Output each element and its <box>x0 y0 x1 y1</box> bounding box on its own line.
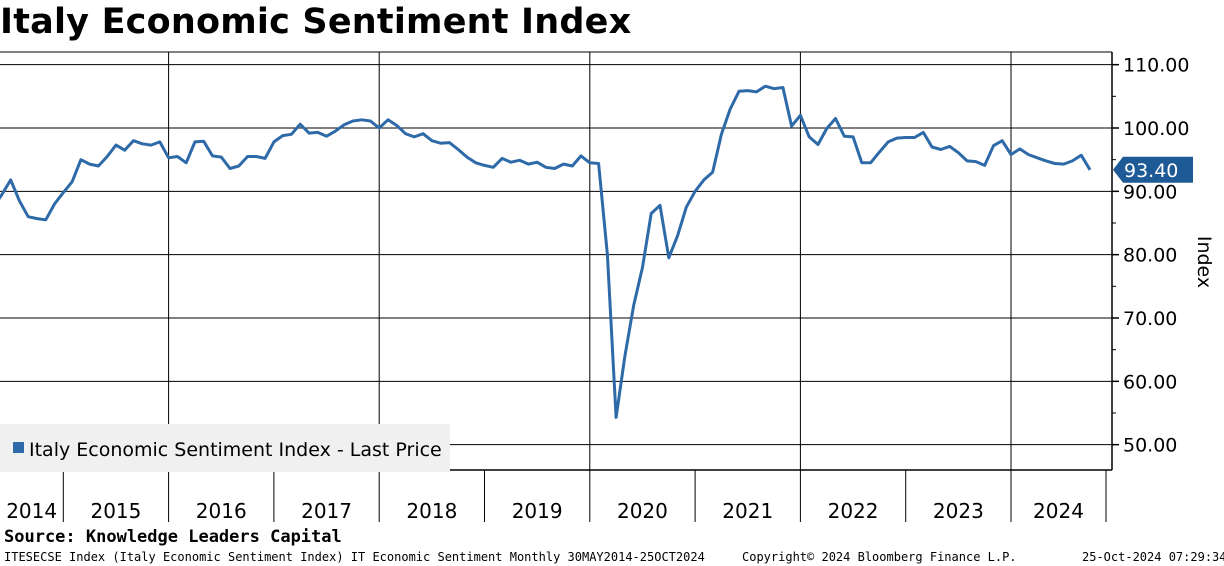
legend: Italy Economic Sentiment Index - Last Pr… <box>0 424 450 472</box>
x-tick-label: 2016 <box>196 499 247 523</box>
series-line <box>0 84 1092 419</box>
legend-label: Italy Economic Sentiment Index - Last Pr… <box>29 439 442 461</box>
x-tick-label: 2023 <box>933 499 984 523</box>
footer-description: ITESECSE Index (Italy Economic Sentiment… <box>4 550 705 564</box>
chart-title: Italy Economic Sentiment Index <box>0 2 632 42</box>
x-tick-label: 2024 <box>1033 499 1084 523</box>
y-tick-label: 100.00 <box>1123 118 1189 140</box>
y-tick-label: 70.00 <box>1123 308 1177 330</box>
legend-swatch <box>13 442 24 453</box>
last-price-label: 93.40 <box>1124 160 1178 182</box>
x-tick-label: 2015 <box>90 499 141 523</box>
x-tick-label: 2022 <box>828 499 879 523</box>
x-axis: 2014 2015 2016 2017 2018 2019 2020 2021 2022 2023… <box>6 470 1107 523</box>
y-tick-label: 50.00 <box>1123 435 1177 457</box>
y-tick-label: 90.00 <box>1123 181 1177 203</box>
x-tick-label: 2019 <box>512 499 563 523</box>
x-tick-label: 2021 <box>722 499 773 523</box>
y-axis-label: Index <box>1193 236 1215 288</box>
x-tick-label: 2018 <box>406 499 457 523</box>
y-tick-label: 110.00 <box>1123 55 1189 77</box>
x-tick-label: 2014 <box>6 499 57 523</box>
y-tick-label: 80.00 <box>1123 245 1177 267</box>
footer-copyright: Copyright© 2024 Bloomberg Finance L.P. <box>742 550 1017 564</box>
footer-timestamp: 25-Oct-2024 07:29:34 <box>1082 550 1224 564</box>
x-tick-label: 2017 <box>301 499 352 523</box>
x-tick-label: 2020 <box>617 499 668 523</box>
source-note: Source: Knowledge Leaders Capital <box>4 527 342 547</box>
y-tick-label: 60.00 <box>1123 371 1177 393</box>
plot-frame <box>0 51 1113 471</box>
y-axis: 110.00 100.00 90.00 80.00 70.00 60.00 50.00 <box>1112 55 1189 457</box>
last-price-tag: 93.40 <box>1113 156 1193 183</box>
